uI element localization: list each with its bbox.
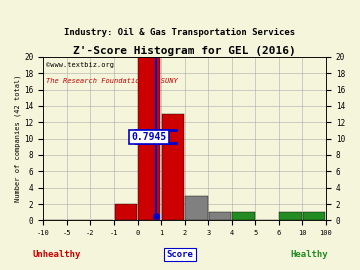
Bar: [114, 204, 137, 220]
Y-axis label: Number of companies (42 total): Number of companies (42 total): [15, 75, 22, 202]
Text: Healthy: Healthy: [290, 250, 328, 259]
Bar: [279, 212, 302, 220]
Bar: [303, 212, 325, 220]
Bar: [162, 114, 184, 220]
Text: Score: Score: [167, 250, 193, 259]
Text: 0.7945: 0.7945: [131, 132, 167, 142]
Text: Unhealthy: Unhealthy: [32, 250, 81, 259]
Text: ©www.textbiz.org: ©www.textbiz.org: [46, 62, 114, 68]
Bar: [138, 57, 161, 220]
Bar: [232, 212, 255, 220]
Bar: [209, 212, 231, 220]
Text: Industry: Oil & Gas Transportation Services: Industry: Oil & Gas Transportation Servi…: [64, 28, 296, 37]
Bar: [185, 196, 208, 220]
Text: The Research Foundation of SUNY: The Research Foundation of SUNY: [46, 78, 178, 84]
Title: Z'-Score Histogram for GEL (2016): Z'-Score Histogram for GEL (2016): [73, 46, 296, 56]
